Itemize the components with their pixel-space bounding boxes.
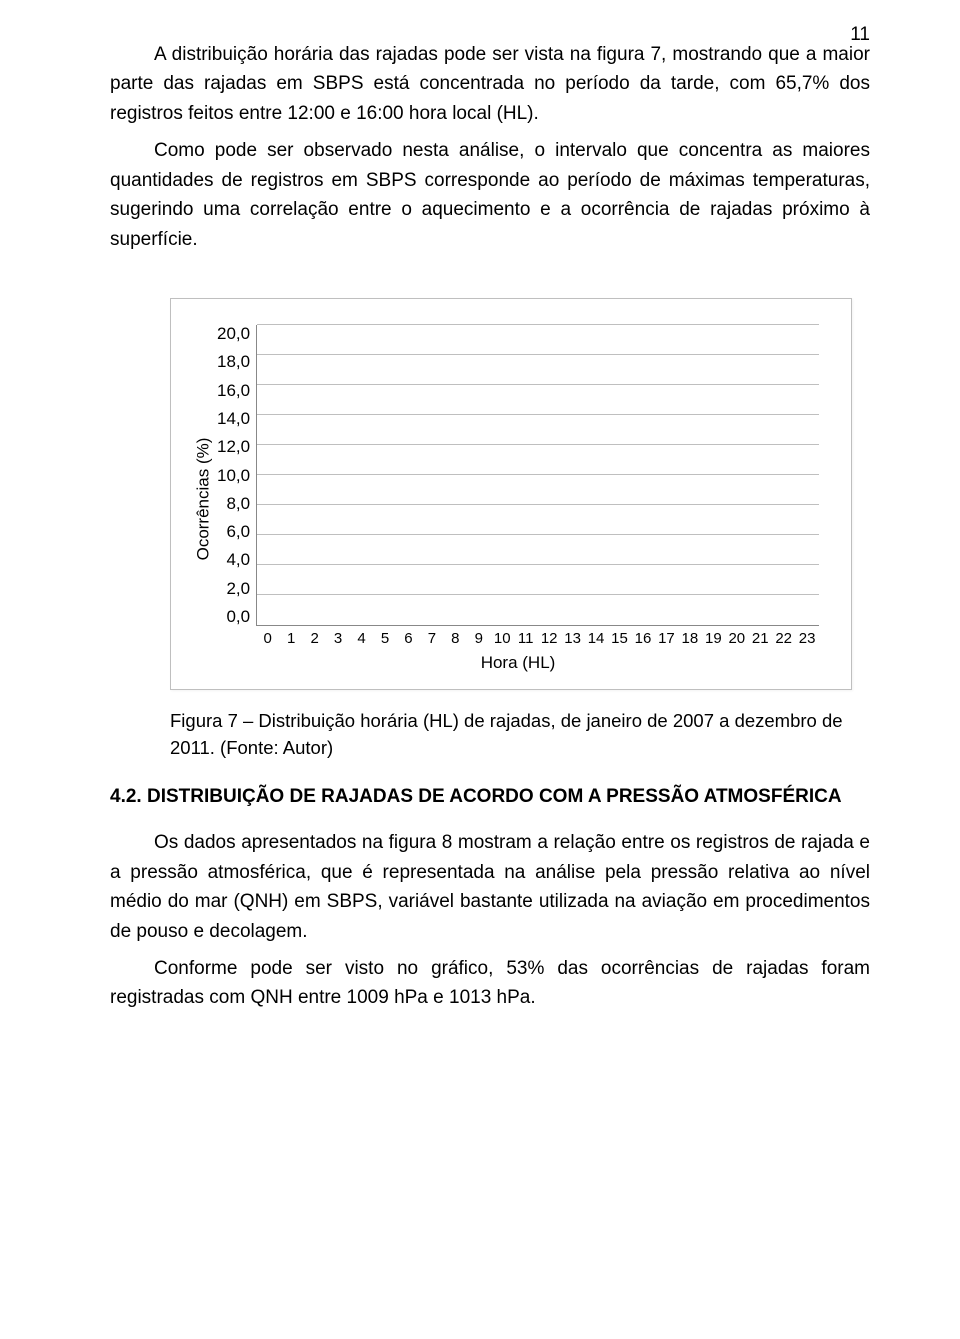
x-tick: 20: [725, 630, 748, 647]
x-tick: 10: [491, 630, 514, 647]
x-tick: 6: [397, 630, 420, 647]
gridline: [257, 414, 819, 415]
x-axis-label: Hora (HL): [217, 653, 819, 673]
page-number: 11: [850, 24, 870, 46]
x-tick: 3: [326, 630, 349, 647]
gridline: [257, 324, 819, 325]
gridline: [257, 354, 819, 355]
bars-container: [257, 325, 819, 625]
x-tick: 21: [749, 630, 772, 647]
x-tick: 12: [537, 630, 560, 647]
y-tick: 8,0: [226, 495, 250, 512]
gridline: [257, 444, 819, 445]
paragraph-4-text: Conforme pode ser visto no gráfico, 53% …: [110, 958, 870, 1008]
paragraph-1-text: A distribuição horária das rajadas pode …: [110, 44, 870, 124]
paragraph-4: Conforme pode ser visto no gráfico, 53% …: [110, 954, 870, 1013]
section-heading: 4.2. DISTRIBUIÇÃO DE RAJADAS DE ACORDO C…: [110, 784, 870, 811]
y-tick: 20,0: [217, 325, 250, 342]
x-tick: 18: [678, 630, 701, 647]
x-tick: 16: [631, 630, 654, 647]
x-tick: 0: [256, 630, 279, 647]
y-tick: 12,0: [217, 438, 250, 455]
y-tick: 6,0: [226, 523, 250, 540]
y-tick: 0,0: [226, 608, 250, 625]
x-axis-ticks: 01234567891011121314151617181920212223: [256, 630, 819, 647]
x-tick: 22: [772, 630, 795, 647]
paragraph-2-text: Como pode ser observado nesta análise, o…: [110, 140, 870, 249]
figure-7-caption: Figura 7 – Distribuição horária (HL) de …: [170, 708, 852, 762]
y-tick: 10,0: [217, 467, 250, 484]
x-tick: 14: [584, 630, 607, 647]
x-tick: 13: [561, 630, 584, 647]
y-axis-label-wrap: Ocorrências (%): [189, 325, 217, 673]
x-tick: 17: [655, 630, 678, 647]
x-spacer: [217, 630, 256, 647]
gridline: [257, 594, 819, 595]
paragraph-3: Os dados apresentados na figura 8 mostra…: [110, 828, 870, 946]
x-tick: 7: [420, 630, 443, 647]
x-tick: 19: [702, 630, 725, 647]
gridline: [257, 474, 819, 475]
x-tick: 2: [303, 630, 326, 647]
x-tick: 1: [279, 630, 302, 647]
x-tick: 4: [350, 630, 373, 647]
x-tick: 23: [795, 630, 818, 647]
y-axis-ticks: 20,0 18,0 16,0 14,0 12,0 10,0 8,0 6,0 4,0 2,0 0,0: [217, 325, 256, 625]
y-tick: 16,0: [217, 382, 250, 399]
x-tick: 15: [608, 630, 631, 647]
y-tick: 14,0: [217, 410, 250, 427]
y-tick: 18,0: [217, 353, 250, 370]
x-tick: 11: [514, 630, 537, 647]
x-tick: 5: [373, 630, 396, 647]
paragraph-3-text: Os dados apresentados na figura 8 mostra…: [110, 832, 870, 941]
gridline: [257, 384, 819, 385]
gridline: [257, 564, 819, 565]
x-tick: 8: [444, 630, 467, 647]
y-tick: 2,0: [226, 580, 250, 597]
x-tick: 9: [467, 630, 490, 647]
paragraph-1: A distribuição horária das rajadas pode …: [110, 40, 870, 128]
plot-area: [256, 325, 819, 626]
paragraph-2: Como pode ser observado nesta análise, o…: [110, 136, 870, 254]
gridline: [257, 504, 819, 505]
y-axis-label: Ocorrências (%): [193, 438, 213, 561]
gridline: [257, 534, 819, 535]
y-tick: 4,0: [226, 551, 250, 568]
figure-7-chart: Ocorrências (%) 20,018,016,014,012,010,0…: [170, 298, 852, 690]
